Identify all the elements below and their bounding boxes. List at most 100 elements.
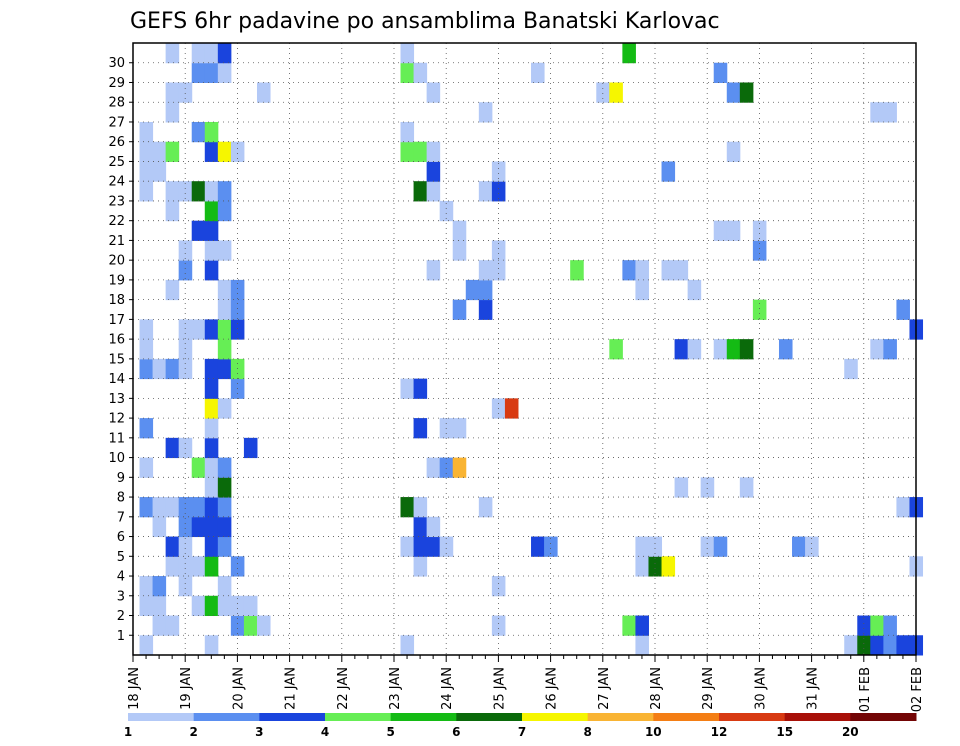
heatmap-cell — [453, 418, 467, 438]
heatmap-cell — [192, 556, 206, 576]
colorbar-swatch — [325, 713, 391, 721]
heatmap-cell — [675, 477, 689, 497]
heatmap-cell — [244, 438, 258, 458]
x-tick-label: 22 JAN — [336, 667, 351, 710]
heatmap-cell — [635, 280, 649, 300]
heatmap-cell — [218, 576, 232, 596]
y-tick-label: 21 — [108, 234, 125, 249]
heatmap-cell — [596, 82, 610, 102]
heatmap-cell — [675, 260, 689, 280]
heatmap-cell — [140, 596, 154, 616]
heatmap-cell — [205, 63, 219, 83]
x-tick-label: 28 JAN — [649, 667, 664, 710]
y-tick-label: 2 — [117, 609, 125, 624]
heatmap-cell — [844, 359, 858, 379]
heatmap-cell — [505, 398, 519, 418]
heatmap-cell — [205, 596, 219, 616]
colorbar-label: 2 — [190, 725, 198, 739]
y-tick-label: 12 — [108, 412, 125, 427]
heatmap-cell — [896, 300, 910, 320]
heatmap-cell — [192, 63, 206, 83]
y-tick-label: 26 — [108, 135, 125, 150]
y-tick-label: 7 — [117, 510, 125, 525]
y-tick-label: 22 — [108, 214, 125, 229]
colorbar-label: 10 — [645, 725, 662, 739]
y-tick-label: 17 — [108, 313, 125, 328]
heatmap-cell — [166, 142, 180, 162]
x-tick-label: 29 JAN — [701, 667, 716, 710]
heatmap-cell — [205, 142, 219, 162]
heatmap-cell — [401, 537, 415, 557]
heatmap-cell — [414, 418, 428, 438]
heatmap-cell — [622, 43, 636, 63]
x-tick-label: 24 JAN — [440, 667, 455, 710]
heatmap-cell — [688, 280, 702, 300]
heatmap-cell — [635, 635, 649, 655]
heatmap-cell — [166, 280, 180, 300]
heatmap-cell — [883, 102, 897, 122]
heatmap-cell — [740, 339, 754, 359]
heatmap-cell — [166, 438, 180, 458]
heatmap-cell — [675, 339, 689, 359]
heatmap-cell — [479, 181, 493, 201]
y-tick-label: 25 — [108, 155, 125, 170]
colorbar-label: 15 — [776, 725, 793, 739]
heatmap-cell — [218, 280, 232, 300]
heatmap-cell — [140, 497, 154, 517]
heatmap-cell — [753, 300, 767, 320]
heatmap-cell — [218, 43, 232, 63]
heatmap-cell — [192, 122, 206, 142]
heatmap-cell — [218, 359, 232, 379]
heatmap-cell — [414, 517, 428, 537]
heatmap-cell — [140, 458, 154, 478]
heatmap-cell — [218, 142, 232, 162]
colorbar-swatch — [194, 713, 260, 721]
heatmap-cell — [179, 339, 193, 359]
heatmap-cell — [205, 260, 219, 280]
x-tick-label: 01 FEB — [858, 667, 873, 712]
heatmap-cell — [205, 319, 219, 339]
heatmap-cell — [153, 359, 167, 379]
heatmap-cell — [179, 319, 193, 339]
heatmap-cell — [414, 181, 428, 201]
heatmap-cell — [453, 240, 467, 260]
y-tick-label: 20 — [108, 254, 125, 269]
heatmap-cell — [401, 497, 415, 517]
heatmap-cell — [414, 537, 428, 557]
y-tick-label: 11 — [108, 431, 125, 446]
x-tick-label: 31 JAN — [806, 667, 821, 710]
heatmap-cell — [205, 240, 219, 260]
y-tick-label: 19 — [108, 273, 125, 288]
y-tick-label: 30 — [108, 56, 125, 71]
heatmap-cell — [179, 497, 193, 517]
heatmap-cell — [401, 379, 415, 399]
heatmap-cell — [701, 477, 715, 497]
colorbar-swatch — [456, 713, 522, 721]
heatmap-cell — [205, 635, 219, 655]
colorbar-label: 6 — [452, 725, 460, 739]
heatmap-cell — [257, 82, 271, 102]
colorbar-swatch — [850, 713, 916, 721]
heatmap-cell — [205, 497, 219, 517]
heatmap-cell — [205, 359, 219, 379]
heatmap-cell — [140, 359, 154, 379]
heatmap-cell — [244, 596, 258, 616]
colorbar-label: 5 — [387, 725, 395, 739]
heatmap-cell — [883, 616, 897, 636]
heatmap-cell — [140, 339, 154, 359]
heatmap-cell — [714, 63, 728, 83]
x-axis: 18 JAN 19 JAN 20 JAN 21 JAN 22 JAN 23 JAN 24 J… — [127, 655, 925, 712]
heatmap-cell — [635, 556, 649, 576]
heatmap-cell — [192, 517, 206, 537]
heatmap-cell — [414, 556, 428, 576]
y-tick-label: 4 — [117, 570, 125, 585]
grid-layer — [133, 43, 916, 655]
heatmap-cell — [466, 280, 480, 300]
heatmap-cell — [140, 319, 154, 339]
heatmap-cell — [896, 497, 910, 517]
heatmap-cell — [205, 201, 219, 221]
x-tick-label: 26 JAN — [545, 667, 560, 710]
y-tick-label: 8 — [117, 491, 125, 506]
heatmap-cell — [609, 339, 623, 359]
heatmap-cell — [218, 477, 232, 497]
